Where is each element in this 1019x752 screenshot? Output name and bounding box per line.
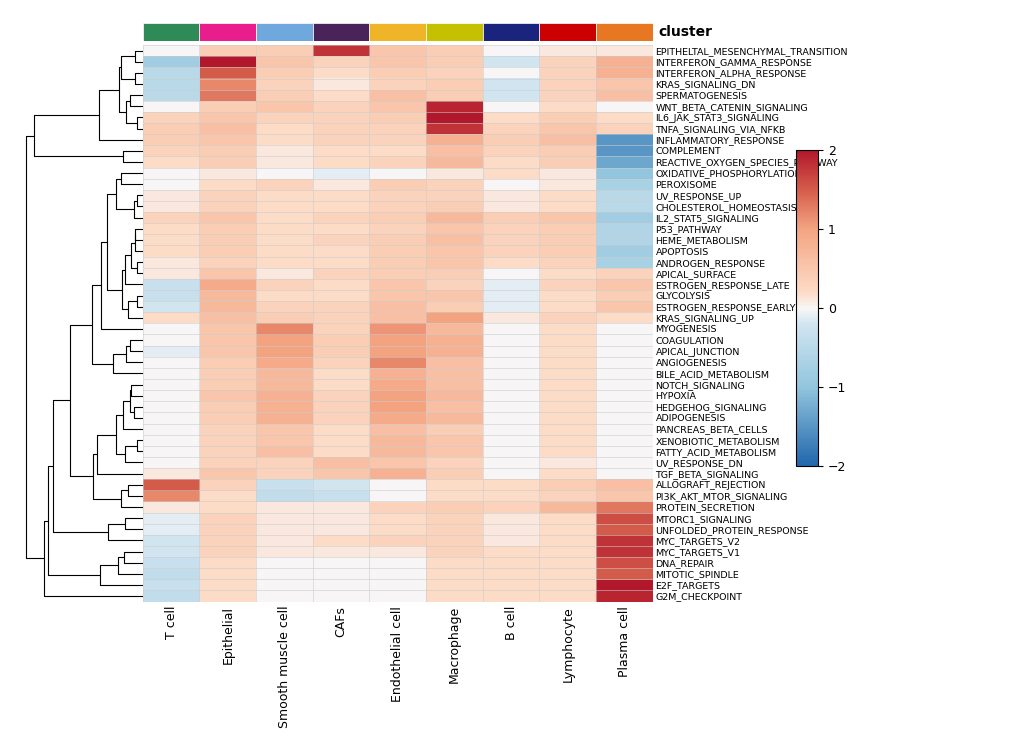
Bar — [143, 23, 200, 41]
Bar — [200, 23, 256, 41]
Bar — [482, 23, 539, 41]
Bar — [369, 23, 426, 41]
Bar — [426, 23, 482, 41]
Bar — [595, 23, 652, 41]
Bar — [313, 23, 369, 41]
Bar — [539, 23, 595, 41]
Text: cluster: cluster — [657, 25, 711, 39]
Bar — [256, 23, 313, 41]
